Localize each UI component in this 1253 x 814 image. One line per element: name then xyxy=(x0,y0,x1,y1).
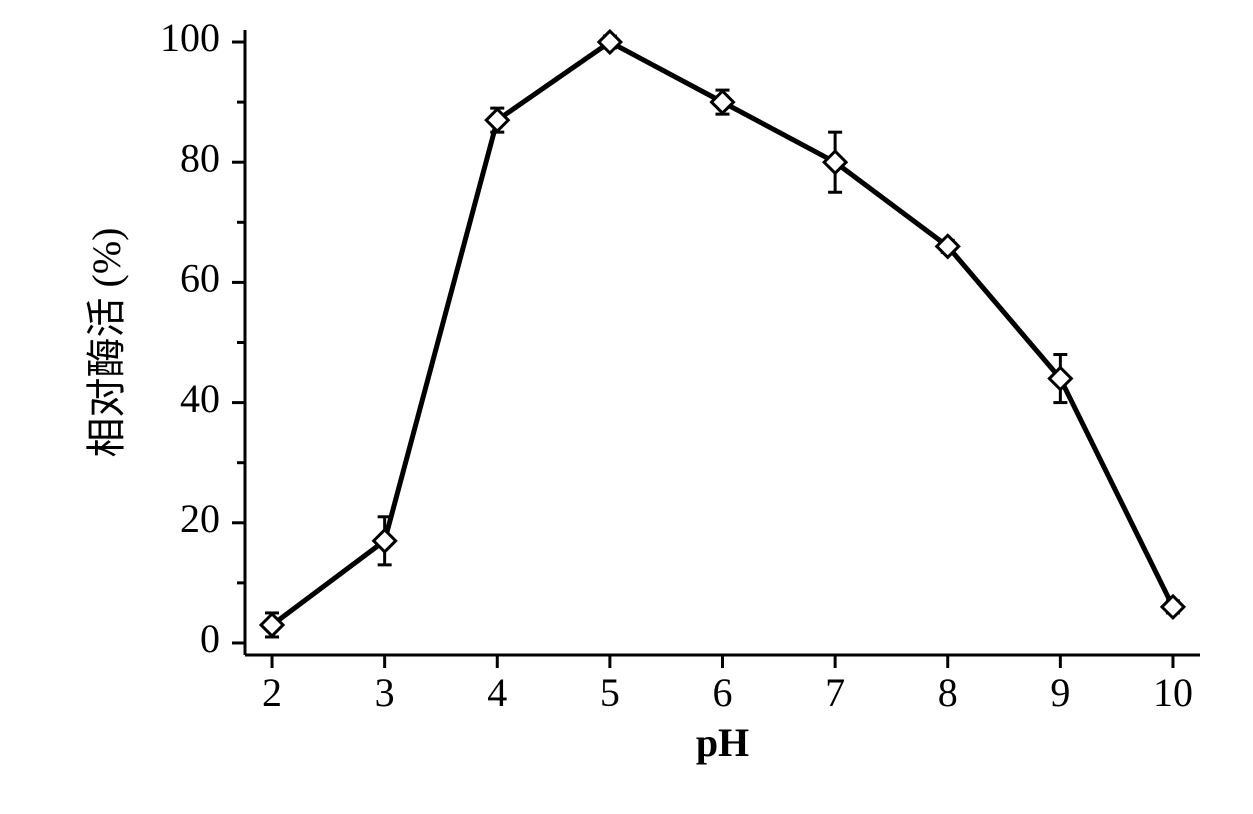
y-tick-label: 0 xyxy=(200,616,220,661)
y-tick-label: 20 xyxy=(180,496,220,541)
y-tick-label: 100 xyxy=(160,15,220,60)
x-tick-label: 6 xyxy=(713,670,733,715)
y-tick-label: 40 xyxy=(180,376,220,421)
y-tick-label: 80 xyxy=(180,135,220,180)
x-tick-label: 10 xyxy=(1153,670,1193,715)
y-tick-label: 60 xyxy=(180,256,220,301)
x-axis-label: pH xyxy=(696,720,749,765)
x-tick-label: 7 xyxy=(825,670,845,715)
x-tick-label: 5 xyxy=(600,670,620,715)
x-tick-label: 3 xyxy=(375,670,395,715)
x-tick-label: 8 xyxy=(938,670,958,715)
enzyme-activity-chart: 0 20 40 60 80 100 2 3 4 5 6 7 8 9 10 pH 相对酶活 (%) xyxy=(0,0,1253,814)
x-tick-label: 2 xyxy=(262,670,282,715)
x-tick-label: 4 xyxy=(487,670,507,715)
y-axis-label: 相对酶活 (%) xyxy=(84,228,129,458)
x-tick-label: 9 xyxy=(1050,670,1070,715)
